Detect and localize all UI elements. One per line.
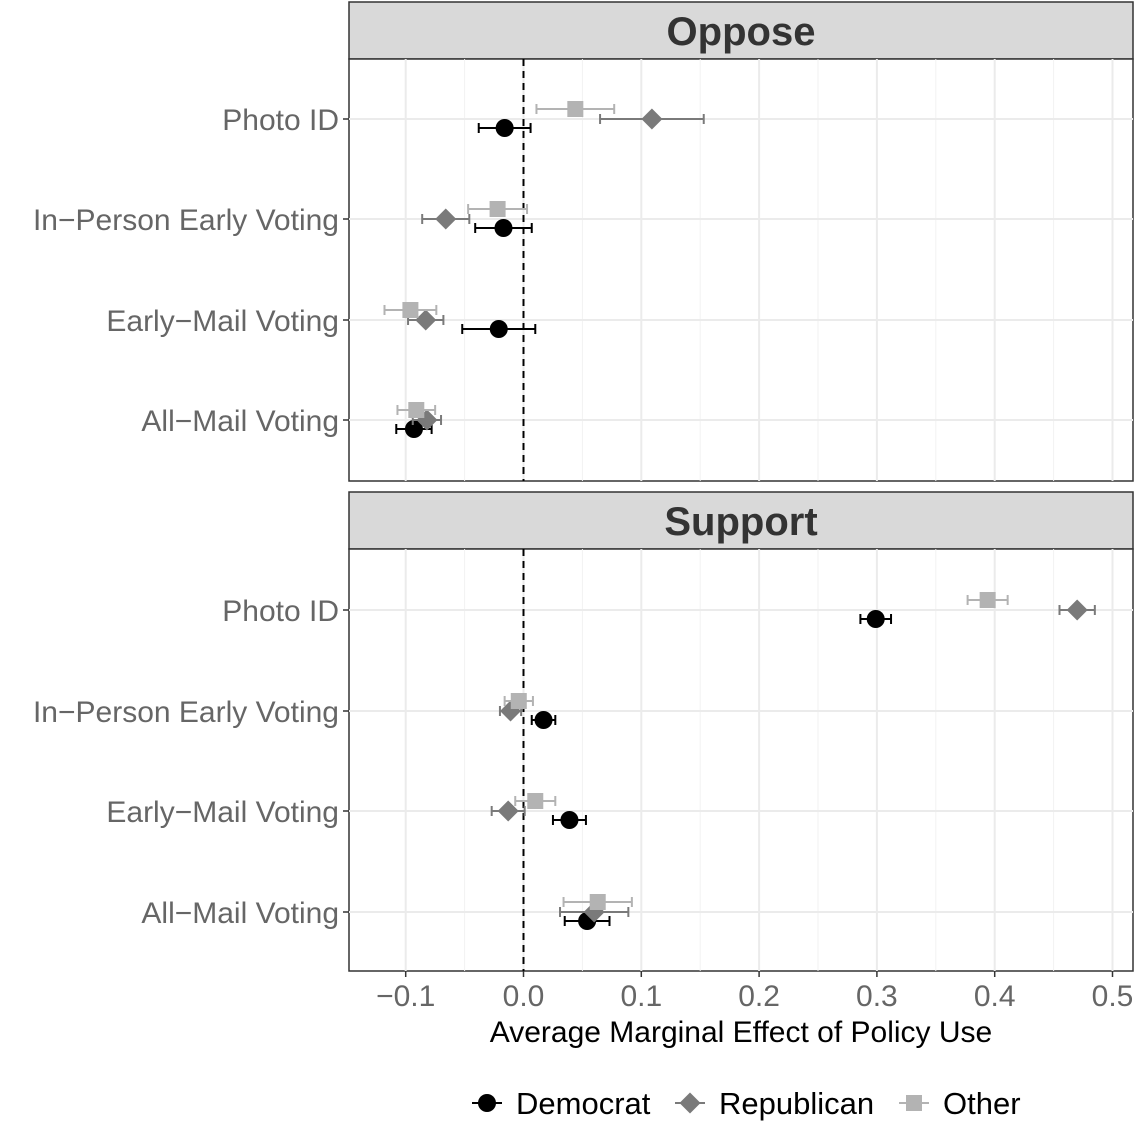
other-support-in-person-early-voting xyxy=(503,693,534,709)
legend-item-republican: Republican xyxy=(675,1086,874,1121)
x-tick-label: 0.0 xyxy=(503,980,545,1013)
legend-label-republican: Republican xyxy=(719,1086,874,1121)
legend-label-other: Other xyxy=(943,1086,1021,1121)
y-tick-label-photo-id: Photo ID xyxy=(222,104,339,137)
y-tick-label-in-person-early-voting: In−Person Early Voting xyxy=(33,696,339,729)
legend: Democrat Republican Other xyxy=(472,1086,1021,1121)
x-tick-label: 0.3 xyxy=(856,980,898,1013)
other-support-all-mail-voting xyxy=(562,894,633,910)
legend-item-democrat: Democrat xyxy=(472,1086,651,1121)
y-tick-label-early-mail-voting: Early−Mail Voting xyxy=(106,796,339,829)
x-tick-label: 0.2 xyxy=(738,980,780,1013)
y-tick-label-early-mail-voting: Early−Mail Voting xyxy=(106,305,339,338)
y-tick-label-all-mail-voting: All−Mail Voting xyxy=(141,897,339,930)
point-marker xyxy=(495,119,514,137)
grid-support xyxy=(349,549,1133,971)
other-support-photo-id xyxy=(966,592,1009,608)
other-oppose-photo-id xyxy=(535,101,616,117)
point-marker xyxy=(866,610,885,628)
point-marker xyxy=(435,208,457,230)
point-marker xyxy=(497,800,519,822)
point-marker xyxy=(408,402,425,418)
y-tick-label-in-person-early-voting: In−Person Early Voting xyxy=(33,204,339,237)
democrat-support-early-mail-voting xyxy=(551,811,587,829)
point-marker xyxy=(1066,599,1088,621)
other-oppose-all-mail-voting xyxy=(396,402,437,418)
point-marker xyxy=(567,101,584,117)
facet-strip-support xyxy=(348,491,1134,550)
point-marker xyxy=(402,302,419,318)
y-axis-support: Photo ID In−Person Early Voting Early−Mail… xyxy=(33,595,349,930)
republican-oppose-in-person-early-voting xyxy=(421,208,471,230)
democrat-oppose-early-mail-voting xyxy=(461,320,537,338)
legend-label-democrat: Democrat xyxy=(516,1086,651,1121)
point-marker xyxy=(494,219,513,237)
republican-oppose-photo-id xyxy=(599,108,705,130)
panel-background-oppose xyxy=(348,58,1134,482)
republican-support-photo-id xyxy=(1058,599,1096,621)
other-oppose-early-mail-voting xyxy=(383,302,438,318)
point-marker xyxy=(527,793,544,809)
point-marker xyxy=(404,420,423,438)
democrat-oppose-in-person-early-voting xyxy=(474,219,533,237)
facet-strip-oppose xyxy=(348,1,1134,60)
other-support-early-mail-voting xyxy=(514,793,557,809)
point-marker xyxy=(641,108,663,130)
x-axis: −0.1 0.0 0.1 0.2 0.3 0.4 0.5 xyxy=(376,971,1133,1013)
point-marker xyxy=(510,693,527,709)
point-marker xyxy=(489,320,508,338)
x-tick-label: 0.5 xyxy=(1092,980,1134,1013)
data-marks-support xyxy=(490,592,1096,930)
y-axis-oppose: Photo ID In−Person Early Voting Early−Mail… xyxy=(33,104,349,438)
facet-title-support: Support xyxy=(664,500,817,544)
facet-title-oppose: Oppose xyxy=(667,10,816,54)
legend-key-marker xyxy=(478,1094,496,1112)
x-tick-label: 0.1 xyxy=(620,980,662,1013)
point-marker xyxy=(979,592,996,608)
panel-background-support xyxy=(348,548,1134,972)
x-tick-label: −0.1 xyxy=(376,980,435,1013)
point-marker xyxy=(534,711,553,729)
facet-panel-support: Support Photo ID In−Person Early Voting Ea… xyxy=(33,491,1134,972)
y-tick-label-all-mail-voting: All−Mail Voting xyxy=(141,405,339,438)
facet-panel-oppose: Oppose Photo ID In−Person Early Voting Ear… xyxy=(33,1,1134,482)
republican-support-early-mail-voting xyxy=(490,800,526,822)
democrat-support-photo-id xyxy=(859,610,893,628)
point-marker xyxy=(589,894,606,910)
democrat-oppose-photo-id xyxy=(477,119,532,137)
legend-key-marker xyxy=(906,1095,922,1111)
other-oppose-in-person-early-voting xyxy=(467,201,529,217)
x-tick-label: 0.4 xyxy=(974,980,1016,1013)
legend-key-marker xyxy=(679,1092,701,1114)
point-marker xyxy=(415,309,437,331)
point-marker xyxy=(489,201,506,217)
legend-item-other: Other xyxy=(899,1086,1021,1121)
point-marker xyxy=(560,811,579,829)
x-axis-label: Average Marginal Effect of Policy Use xyxy=(490,1016,992,1049)
y-tick-label-photo-id: Photo ID xyxy=(222,595,339,628)
republican-oppose-early-mail-voting xyxy=(407,309,445,331)
democrat-support-in-person-early-voting xyxy=(530,711,557,729)
data-marks-oppose xyxy=(383,101,705,438)
